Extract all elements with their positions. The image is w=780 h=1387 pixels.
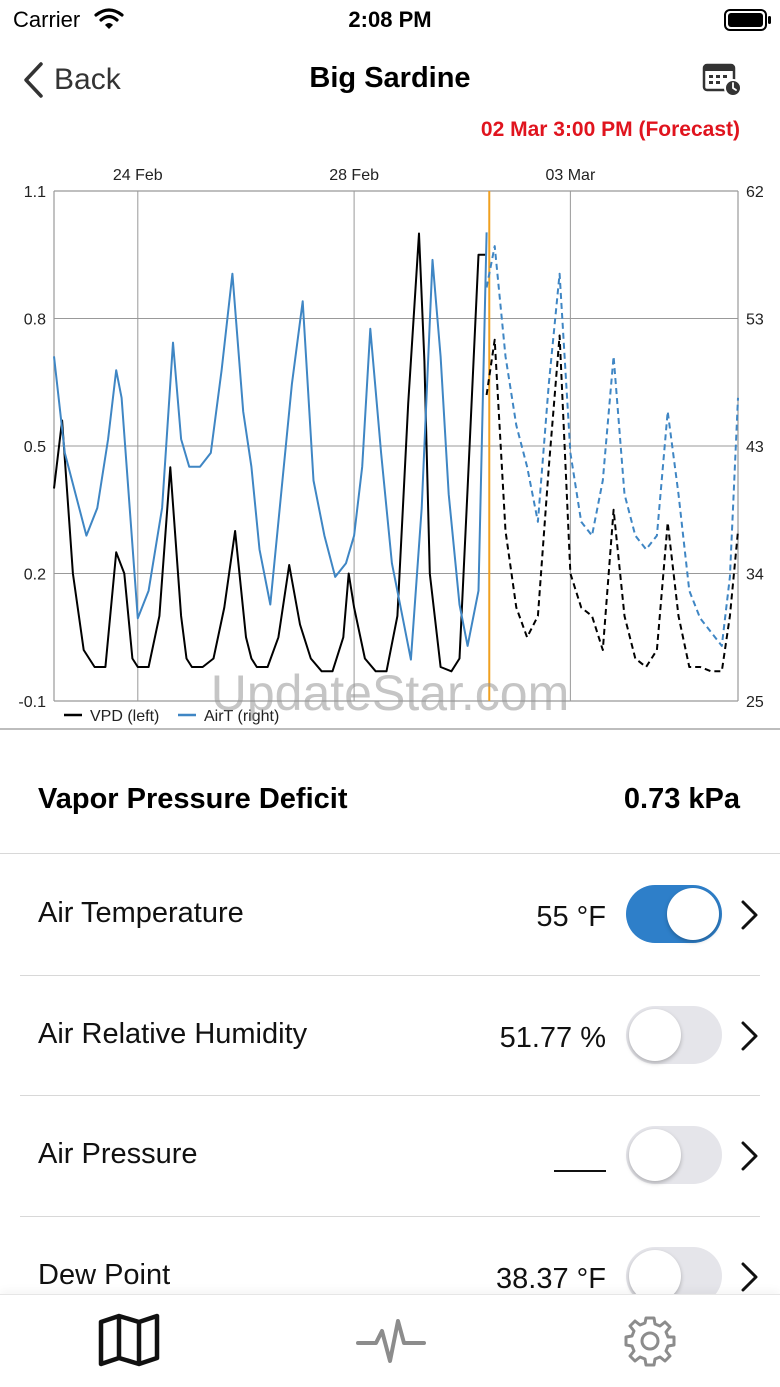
chart-toggle-air-temperature[interactable] <box>626 885 722 943</box>
calendar-button[interactable] <box>702 61 742 102</box>
tab-bar <box>0 1294 780 1387</box>
sensor-label: Dew Point <box>38 1259 171 1291</box>
toggle-knob <box>629 1250 681 1302</box>
right-axis-tick-label: 25 <box>746 694 764 711</box>
left-axis-tick-label: 0.5 <box>24 439 46 456</box>
sensor-row-air-temperature[interactable]: Air Temperature 55 °F <box>0 855 780 975</box>
chevron-right-icon[interactable] <box>738 899 760 931</box>
vpd-summary-row: Vapor Pressure Deficit 0.73 kPa <box>0 745 780 853</box>
chart-toggle-air-relative-humidity[interactable] <box>626 1006 722 1064</box>
chart-toggle-air-pressure[interactable] <box>626 1126 722 1184</box>
battery-icon <box>724 9 771 31</box>
x-axis-tick-label: 28 Feb <box>329 167 379 184</box>
right-axis-tick-label: 43 <box>746 439 764 456</box>
legend-label-airt: AirT (right) <box>204 708 279 725</box>
chevron-left-icon <box>24 62 43 98</box>
chevron-right-icon[interactable] <box>738 1020 760 1052</box>
vpd-value: 0.73 kPa <box>623 783 740 815</box>
activity-icon <box>356 1319 426 1363</box>
airt-series-line <box>53 232 488 661</box>
tab-activity[interactable] <box>356 1317 426 1372</box>
right-axis-tick-label: 62 <box>746 184 764 201</box>
sensor-label: Air Relative Humidity <box>38 1018 308 1050</box>
row-divider <box>20 1095 760 1096</box>
legend-label-vpd: VPD (left) <box>90 708 159 725</box>
sensor-row-air-pressure[interactable]: Air Pressure <box>0 1096 780 1216</box>
vpd-label: Vapor Pressure Deficit <box>38 783 348 815</box>
toggle-knob <box>629 1129 681 1181</box>
forecast-timestamp: 02 Mar 3:00 PM (Forecast) <box>480 118 740 141</box>
vpd-forecast-series-line <box>485 334 739 673</box>
status-bar: Carrier 2:08 PM <box>0 0 780 40</box>
tab-map[interactable] <box>98 1313 160 1372</box>
toggle-knob <box>629 1009 681 1061</box>
left-axis-tick-label: 1.1 <box>24 184 46 201</box>
sensor-row-air-relative-humidity[interactable]: Air Relative Humidity 51.77 % <box>0 976 780 1096</box>
back-label: Back <box>54 63 121 96</box>
right-axis-tick-label: 34 <box>746 567 764 584</box>
sensor-value: 38.37 °F <box>496 1263 606 1295</box>
map-icon <box>98 1313 160 1367</box>
calendar-clock-icon <box>702 63 742 97</box>
chart-divider <box>0 728 780 730</box>
section-divider <box>0 853 780 854</box>
toggle-knob <box>667 888 719 940</box>
chevron-right-icon[interactable] <box>738 1140 760 1172</box>
no-value-dash <box>554 1170 606 1172</box>
sensor-label: Air Pressure <box>38 1138 198 1170</box>
x-axis-tick-label: 03 Mar <box>545 167 595 184</box>
sensor-label: Air Temperature <box>38 897 244 929</box>
chart[interactable]: 1.1 62 0.8 53 0.5 43 0.2 34 -0.1 25 24 Feb 28 Feb 03… <box>0 155 780 730</box>
row-divider <box>20 975 760 976</box>
gear-icon <box>624 1316 676 1367</box>
vpd-series-line <box>53 232 487 673</box>
back-button[interactable]: Back <box>22 58 121 102</box>
x-axis-tick-label: 24 Feb <box>113 167 163 184</box>
left-axis-tick-label: 0.8 <box>24 312 46 329</box>
navigation-bar: Back Big Sardine <box>0 48 780 112</box>
carrier-label: Carrier <box>13 7 81 32</box>
right-axis-tick-label: 53 <box>746 312 764 329</box>
sensor-value: 55 °F <box>536 901 606 933</box>
sensor-value: 51.77 % <box>499 1022 606 1054</box>
status-time: 2:08 PM <box>348 7 432 32</box>
airt-forecast-series-line <box>485 245 739 647</box>
left-axis-tick-label: -0.1 <box>18 694 46 711</box>
vpd-airt-chart[interactable]: 1.1 62 0.8 53 0.5 43 0.2 34 -0.1 25 24 Feb 28 Feb 03… <box>0 155 780 730</box>
left-axis-tick-label: 0.2 <box>24 567 46 584</box>
tab-settings[interactable] <box>624 1315 676 1372</box>
chevron-right-icon[interactable] <box>738 1261 760 1293</box>
wifi-icon <box>94 8 124 29</box>
row-divider <box>20 1216 760 1217</box>
